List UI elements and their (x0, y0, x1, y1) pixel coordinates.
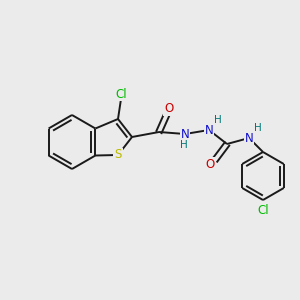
Text: H: H (254, 123, 262, 133)
Text: N: N (244, 131, 253, 145)
Text: O: O (206, 158, 214, 170)
Text: H: H (180, 140, 188, 150)
Text: Cl: Cl (257, 203, 269, 217)
Text: N: N (205, 124, 213, 136)
Text: Cl: Cl (115, 88, 127, 100)
Text: H: H (214, 115, 222, 125)
Text: N: N (181, 128, 189, 140)
Text: S: S (114, 148, 122, 161)
Text: O: O (164, 103, 174, 116)
